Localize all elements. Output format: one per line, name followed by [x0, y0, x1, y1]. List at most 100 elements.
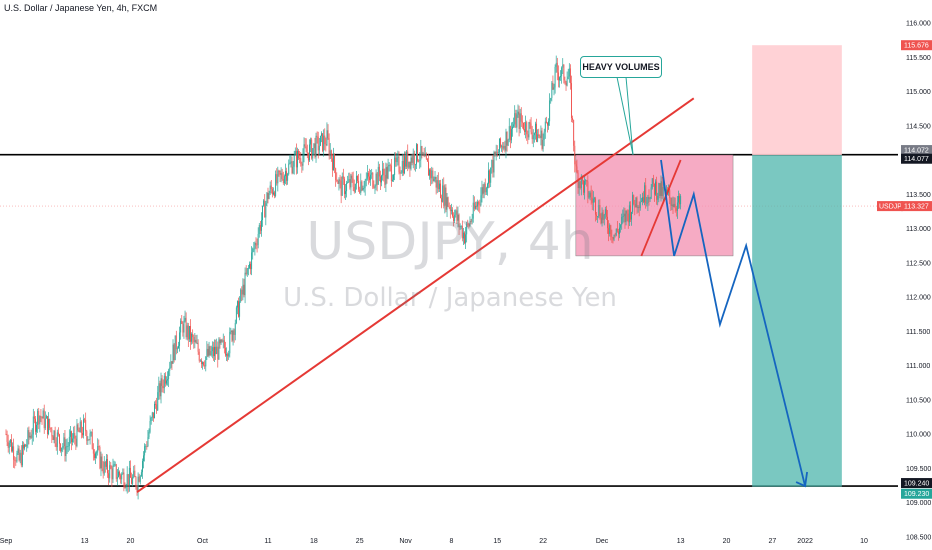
candle-body	[576, 166, 578, 173]
uptrend-line	[136, 97, 695, 494]
candle-body	[154, 403, 155, 419]
candle-body	[396, 157, 398, 163]
candle-body	[602, 212, 604, 220]
candle-body	[137, 476, 139, 492]
candle-body	[393, 175, 394, 180]
candle-body	[97, 446, 99, 453]
candle-body	[359, 189, 361, 193]
heavy-volumes-callout[interactable]: HEAVY VOLUMES	[580, 56, 662, 78]
candle-body	[535, 123, 536, 134]
candle-body	[33, 416, 35, 419]
candle-body	[197, 342, 199, 352]
candle-body	[123, 472, 125, 488]
candle-body	[263, 200, 265, 206]
range-box	[575, 154, 734, 257]
candle-body	[144, 446, 146, 456]
candle-body	[473, 202, 475, 209]
candle-body	[171, 361, 173, 364]
candle-body	[41, 417, 43, 419]
candle-body	[615, 228, 617, 236]
candle-body	[459, 226, 461, 228]
candle-body	[414, 164, 416, 166]
take-profit-zone	[752, 155, 842, 487]
candle-body	[40, 416, 42, 418]
candle-body	[61, 447, 63, 452]
candle-body	[230, 330, 232, 332]
position-zones	[752, 45, 842, 487]
candle-body	[74, 433, 76, 439]
candle-body	[128, 467, 130, 486]
candle-body	[37, 410, 39, 426]
candle-body	[533, 133, 535, 136]
candle-body	[462, 232, 464, 239]
candle-body	[331, 158, 333, 171]
x-tick-label: 11	[264, 538, 271, 545]
candle-body	[76, 424, 78, 447]
candle-body	[52, 436, 54, 440]
candle-body	[170, 361, 172, 368]
candle-body	[257, 234, 259, 245]
candle-body	[607, 216, 608, 229]
candle-body	[293, 154, 295, 167]
candle-body	[389, 164, 391, 166]
candle-body	[199, 360, 201, 362]
x-tick-label: Nov	[399, 538, 412, 545]
candle-body	[406, 151, 408, 167]
candle-body	[383, 168, 385, 175]
candle-body	[286, 171, 288, 181]
candle-body	[85, 419, 87, 432]
candle-body	[603, 214, 605, 220]
candle-body	[370, 174, 372, 181]
candle-body	[9, 439, 11, 443]
candle-body	[173, 344, 175, 361]
candle-body	[495, 151, 497, 156]
price-tag	[901, 478, 932, 489]
candle-body	[600, 217, 602, 224]
candle-body	[13, 446, 15, 460]
candle-body	[574, 145, 576, 165]
candle-body	[157, 392, 159, 411]
candle-body	[435, 176, 437, 188]
candle-body	[336, 180, 338, 182]
candle-body	[496, 151, 498, 154]
x-tick-label: 25	[356, 538, 364, 545]
candle-body	[169, 367, 171, 371]
candle-body	[626, 210, 628, 214]
candle-body	[662, 187, 664, 197]
candle-body	[529, 122, 531, 124]
candle-body	[65, 446, 67, 457]
x-tick-label: 20	[127, 538, 135, 545]
candle-body	[205, 356, 207, 367]
candle-body	[536, 123, 537, 142]
candle-body	[265, 203, 267, 218]
candle-body	[346, 182, 348, 192]
candle-body	[289, 162, 291, 164]
candle-body	[357, 175, 358, 181]
candle-body	[101, 456, 103, 469]
candle-body	[550, 98, 552, 101]
candle-body	[387, 166, 389, 179]
candle-body	[55, 443, 57, 448]
candle-body	[394, 157, 396, 176]
candle-body	[502, 145, 504, 149]
candle-body	[316, 135, 318, 137]
candle-body	[234, 322, 236, 335]
candle-body	[43, 410, 45, 429]
y-tick-label: 110.000	[906, 432, 931, 439]
candle-body	[322, 133, 324, 151]
candle-body	[372, 172, 374, 188]
candle-body	[447, 197, 449, 207]
candle-body	[116, 477, 118, 479]
candle-body	[466, 223, 468, 235]
candle-body	[614, 234, 616, 236]
candle-body	[448, 206, 450, 208]
candle-body	[306, 152, 308, 154]
candle-body	[231, 330, 233, 341]
candle-body	[397, 156, 399, 158]
candle-body	[379, 176, 381, 183]
candle-body	[221, 339, 223, 342]
y-tick-label: 111.500	[906, 329, 930, 336]
candle-body	[49, 419, 51, 428]
candle-body	[239, 301, 241, 317]
